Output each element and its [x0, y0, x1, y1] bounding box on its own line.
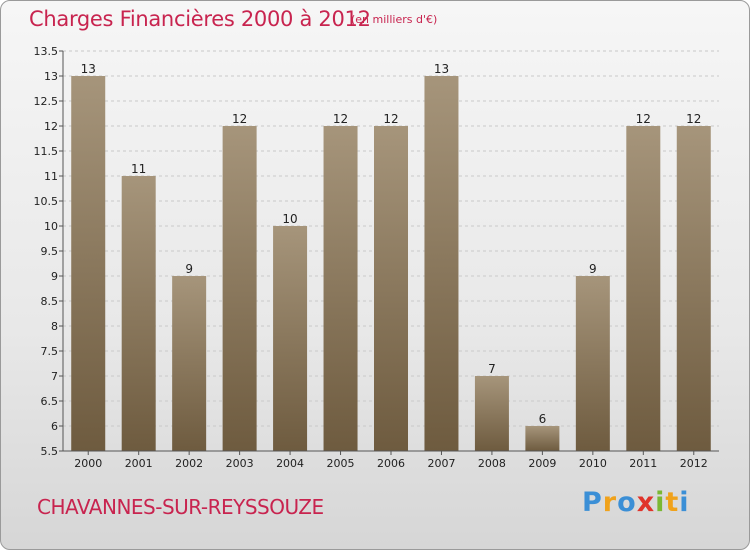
y-tick-label: 10: [44, 220, 58, 233]
bar[interactable]: [273, 226, 308, 451]
x-tick-label: 2001: [125, 457, 153, 470]
logo-letter: P: [582, 487, 603, 518]
y-tick-label: 11: [44, 170, 58, 183]
logo-letter: x: [636, 487, 656, 518]
proxiti-logo[interactable]: Proxiti: [582, 487, 690, 518]
bar[interactable]: [374, 126, 408, 451]
y-tick-label: 12: [44, 120, 58, 133]
data-label: 10: [282, 212, 297, 226]
data-label: 12: [636, 112, 651, 126]
bar[interactable]: [121, 176, 156, 451]
logo-letter: i: [679, 487, 690, 518]
data-label: 6: [539, 412, 547, 426]
bar[interactable]: [474, 376, 509, 451]
y-tick-label: 13: [44, 70, 58, 83]
x-tick-label: 2012: [680, 457, 708, 470]
chart-subtitle: (en milliers d'€): [351, 13, 438, 26]
x-tick-label: 2002: [175, 457, 203, 470]
bar[interactable]: [676, 126, 711, 451]
chart-title: Charges Financières 2000 à 2012: [29, 7, 371, 31]
x-tick-label: 2004: [276, 457, 304, 470]
logo-letter: r: [602, 487, 618, 518]
y-tick-label: 12.5: [34, 95, 59, 108]
x-tick-label: 2005: [327, 457, 355, 470]
y-tick-label: 11.5: [34, 145, 59, 158]
y-tick-label: 10.5: [34, 195, 59, 208]
bar[interactable]: [71, 76, 106, 451]
bar[interactable]: [172, 276, 207, 451]
bar-series: 13 11 9 12 10 12 12 13 7 6 9 12 12: [71, 62, 711, 451]
logo-letter: i: [655, 487, 666, 518]
data-label: 12: [383, 112, 398, 126]
x-tick-label: 2000: [74, 457, 102, 470]
data-label: 9: [185, 262, 193, 276]
x-tick-label: 2008: [478, 457, 506, 470]
logo-letter: t: [665, 487, 680, 518]
data-label: 9: [589, 262, 597, 276]
data-label: 7: [488, 362, 496, 376]
data-label: 11: [131, 162, 146, 176]
data-label: 13: [81, 62, 96, 76]
y-tick-label: 7.5: [41, 345, 59, 358]
bar[interactable]: [626, 126, 661, 451]
y-tick-label: 13.5: [34, 45, 59, 58]
bar[interactable]: [575, 276, 610, 451]
x-tick-label: 2007: [427, 457, 455, 470]
y-tick-label: 5.5: [41, 445, 59, 458]
y-tick-label: 9: [51, 270, 58, 283]
bar[interactable]: [424, 76, 459, 451]
y-tick-label: 6.5: [41, 395, 59, 408]
x-tick-label: 2010: [579, 457, 607, 470]
y-tick-label: 8: [51, 320, 58, 333]
y-axis: 5.5 6 6.5 7 7.5 8 8.5 9 9.5 10 10.5 11 11.5 12 12.5 13 1…: [34, 45, 64, 458]
data-label: 12: [232, 112, 247, 126]
y-tick-label: 9.5: [41, 245, 59, 258]
bar[interactable]: [222, 126, 257, 451]
y-tick-label: 6: [51, 420, 58, 433]
x-tick-label: 2009: [528, 457, 556, 470]
data-label: 12: [333, 112, 348, 126]
x-tick-label: 2011: [629, 457, 657, 470]
x-axis: 2000 2001 2002 2003 2004 2005 2006 2007 2008 2009…: [63, 450, 719, 470]
y-tick-label: 7: [51, 370, 58, 383]
logo-letter: o: [617, 487, 637, 518]
x-tick-label: 2006: [377, 457, 405, 470]
data-label: 13: [434, 62, 449, 76]
bar[interactable]: [525, 426, 560, 451]
x-tick-label: 2003: [226, 457, 254, 470]
bar[interactable]: [323, 126, 358, 451]
data-label: 12: [686, 112, 701, 126]
commune-name: CHAVANNES-SUR-REYSSOUZE: [37, 495, 324, 519]
y-tick-label: 8.5: [41, 295, 59, 308]
